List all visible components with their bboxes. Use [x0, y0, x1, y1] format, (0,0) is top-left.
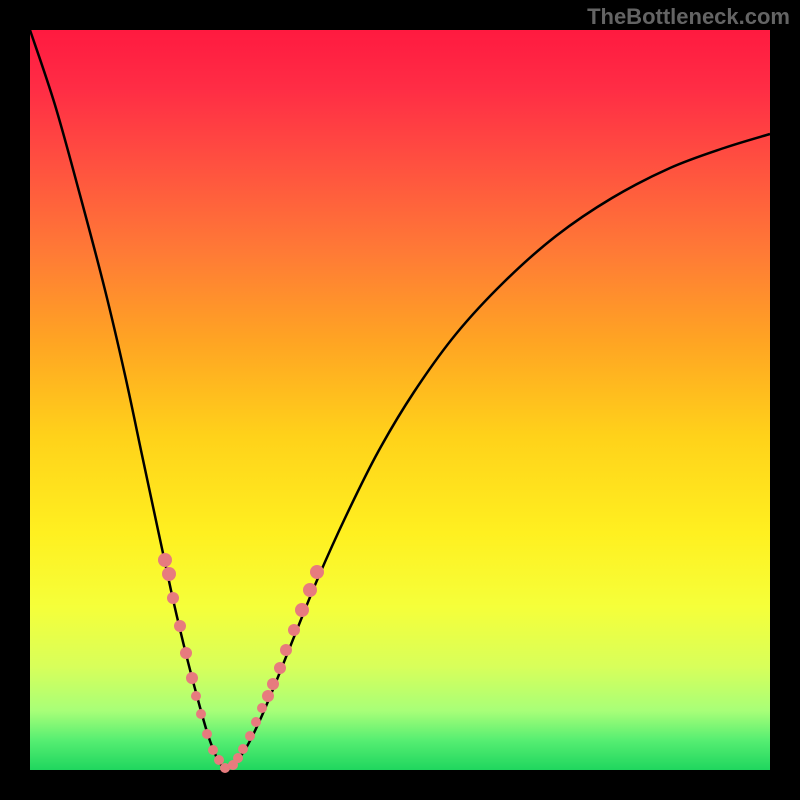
data-marker	[238, 744, 248, 754]
data-marker	[162, 567, 176, 581]
data-marker	[310, 565, 324, 579]
chart-container: TheBottleneck.com	[0, 0, 800, 800]
data-marker	[214, 755, 224, 765]
data-marker	[196, 709, 206, 719]
data-marker	[251, 717, 261, 727]
data-marker	[233, 753, 243, 763]
data-marker	[158, 553, 172, 567]
bottleneck-chart	[0, 0, 800, 800]
data-marker	[245, 731, 255, 741]
data-marker	[167, 592, 179, 604]
data-marker	[257, 703, 267, 713]
data-marker	[267, 678, 279, 690]
data-marker	[280, 644, 292, 656]
data-marker	[180, 647, 192, 659]
plot-area	[30, 30, 770, 770]
data-marker	[174, 620, 186, 632]
data-marker	[208, 745, 218, 755]
data-marker	[295, 603, 309, 617]
data-marker	[288, 624, 300, 636]
data-marker	[303, 583, 317, 597]
data-marker	[202, 729, 212, 739]
watermark-text: TheBottleneck.com	[587, 4, 790, 30]
data-marker	[191, 691, 201, 701]
data-marker	[274, 662, 286, 674]
data-marker	[262, 690, 274, 702]
data-marker	[186, 672, 198, 684]
